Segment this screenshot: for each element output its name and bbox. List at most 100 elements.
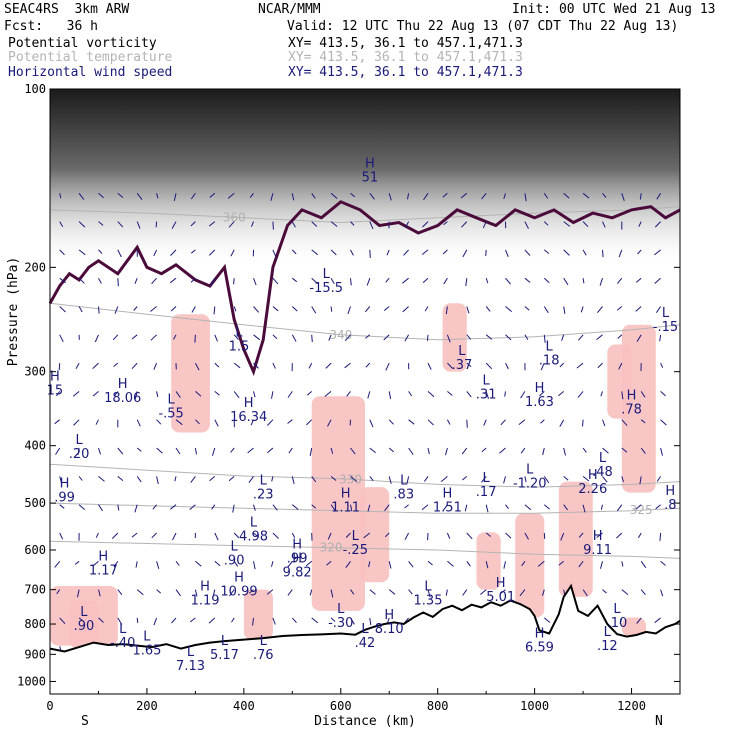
hl-value-18: .99 (287, 551, 308, 566)
wind-vector-513 (635, 277, 642, 283)
wind-vector-193 (272, 362, 276, 369)
wind-vector-522 (637, 532, 642, 539)
hl-letter-13: H (588, 468, 598, 483)
wind-vector-80 (131, 532, 138, 538)
wind-vector-454 (560, 532, 565, 541)
hl-value-13: 2.26 (578, 482, 607, 497)
wind-layer (54, 192, 667, 655)
wind-vector-400 (499, 447, 506, 454)
wind-vector-74 (131, 362, 138, 370)
theta-label-0: 340 (329, 328, 352, 342)
hl-value-25: 1.35 (414, 594, 443, 609)
wind-vector-489 (600, 561, 603, 569)
wind-vector-159 (233, 362, 241, 369)
wind-vector-245 (324, 391, 332, 397)
wind-vector-106 (170, 306, 177, 312)
wind-vector-386 (485, 532, 492, 537)
wind-vector-269 (350, 589, 355, 595)
hl-letter-8: H (341, 487, 351, 502)
wind-vector-348 (446, 419, 451, 425)
wind-vector-165 (233, 532, 240, 539)
hl-letter-33: L (613, 602, 621, 617)
wind-vector-528 (654, 221, 661, 228)
wind-vector-352 (446, 532, 451, 539)
wind-vector-83 (136, 617, 139, 623)
wind-vector-257 (350, 249, 354, 256)
hl-letter-4: L (235, 326, 243, 341)
hl-value-32: .42 (355, 636, 376, 651)
wind-vector-195 (267, 419, 274, 426)
hl-value-7: .23 (253, 488, 274, 503)
wind-vector-472 (578, 560, 584, 568)
wind-vector-452 (563, 476, 569, 481)
wind-vector-371 (462, 589, 468, 596)
wind-vector-302 (388, 561, 392, 569)
wind-vector-14 (56, 589, 61, 595)
wind-vector-518 (640, 419, 646, 424)
wind-vector-529 (654, 249, 661, 256)
wind-vector-429 (543, 306, 549, 314)
wind-vector-208 (291, 306, 298, 312)
wind-vector-113 (169, 504, 177, 510)
wind-vector-112 (174, 476, 177, 482)
wind-vector-48 (98, 589, 101, 597)
hl-value-34: 6.59 (525, 641, 554, 656)
wind-vector-166 (233, 561, 239, 567)
wind-vector-391 (503, 193, 506, 200)
wind-vector-8 (54, 419, 61, 425)
wind-vector-188 (272, 221, 274, 230)
wind-vector-433 (540, 419, 545, 424)
hl-letter-2: L (168, 392, 176, 407)
wind-vector-495 (618, 249, 623, 258)
wind-vector-242 (330, 306, 333, 312)
wind-vector-1 (59, 221, 64, 228)
wind-vector-512 (637, 249, 642, 255)
hl-value-11: .17 (476, 485, 497, 500)
wind-vector-13 (54, 560, 61, 568)
wind-vector-318 (404, 532, 410, 540)
wind-vector-413 (524, 334, 529, 340)
x-tick-label-0: 0 (46, 699, 53, 713)
pv-region-0 (171, 314, 210, 433)
wind-vector-44 (98, 476, 105, 482)
wind-vector-126 (195, 391, 202, 397)
theta-label-2: 325 (630, 503, 653, 517)
wind-vector-515 (636, 334, 642, 342)
pv-contour-layer (48, 200, 681, 377)
wind-vector-447 (561, 334, 565, 341)
hl-letter-15: H (665, 484, 675, 499)
wind-vector-140 (213, 306, 216, 315)
wind-vector-164 (232, 504, 235, 513)
wind-vector-300 (384, 504, 390, 512)
wind-vector-523 (640, 561, 647, 568)
wind-vector-261 (344, 362, 351, 369)
wind-vector-276 (364, 306, 371, 313)
wind-vector-36 (98, 249, 103, 254)
wind-vector-448 (559, 362, 565, 368)
wind-vector-296 (388, 391, 392, 400)
wind-vector-77 (136, 447, 142, 452)
hl-value-20: 9.82 (283, 566, 312, 581)
hl-value-30: -.30 (328, 616, 353, 631)
wind-vector-162 (230, 447, 235, 453)
wind-vector-153 (227, 192, 235, 199)
wind-vector-190 (272, 277, 279, 285)
wind-vector-298 (388, 447, 395, 453)
wind-vector-228 (306, 391, 313, 396)
wind-vector-202 (272, 617, 276, 625)
hl-value-35: .12 (597, 639, 618, 654)
wind-vector-86 (155, 221, 158, 228)
wind-vector-207 (291, 277, 298, 283)
north-end-label: N (655, 714, 663, 729)
wind-vector-191 (272, 306, 279, 312)
wind-vector-149 (214, 560, 221, 567)
wind-vector-511 (638, 221, 642, 227)
wind-vector-238 (330, 192, 338, 199)
wind-vector-79 (134, 504, 138, 513)
wind-vector-235 (309, 589, 313, 596)
wind-vector-150 (212, 589, 216, 596)
wind-vector-92 (156, 391, 159, 398)
wind-vector-194 (271, 391, 274, 399)
wind-vector-443 (563, 221, 571, 227)
pv-region-9 (243, 589, 273, 640)
